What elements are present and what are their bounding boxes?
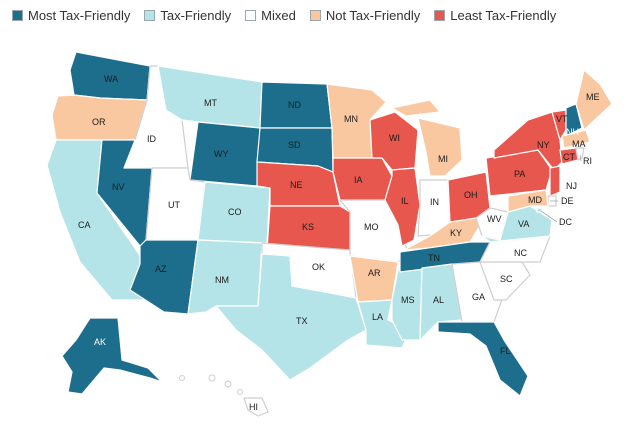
state-label-mi: MI [438, 154, 448, 164]
state-label-ak: AK [94, 337, 106, 347]
state-label-sc: SC [500, 274, 513, 284]
legend-label: Most Tax-Friendly [28, 8, 131, 23]
state-label-wi: WI [389, 133, 400, 143]
legend-swatch [309, 10, 321, 21]
state-label-ne: NE [290, 180, 303, 190]
state-il[interactable] [384, 167, 421, 247]
state-ak[interactable] [61, 317, 163, 395]
state-label-ms: MS [401, 295, 415, 305]
state-label-ga: GA [472, 292, 485, 302]
legend-swatch [434, 10, 446, 21]
legend-swatch [245, 10, 257, 21]
leader-line-dc [540, 210, 558, 223]
legend: Most Tax-Friendly Tax-Friendly Mixed Not… [12, 8, 570, 23]
state-nj[interactable] [549, 165, 561, 197]
state-label-mn: MN [344, 114, 358, 124]
leader-line-ri [579, 154, 582, 162]
state-label-ny: NY [537, 140, 550, 150]
state-label-vt: VT [556, 114, 568, 124]
legend-label: Tax-Friendly [160, 8, 232, 23]
state-label-ut: UT [168, 200, 180, 210]
state-label-nm: NM [215, 275, 229, 285]
state-label-oh: OH [464, 190, 478, 200]
legend-item-not-tax-friendly: Not Tax-Friendly [309, 8, 421, 23]
state-label-ia: IA [354, 175, 363, 185]
hawaii-island [208, 374, 216, 382]
state-label-va: VA [518, 219, 529, 229]
state-label-az: AZ [155, 264, 167, 274]
state-label-wv: WV [487, 214, 502, 224]
state-label-ca: CA [78, 220, 91, 230]
state-label-tn: TN [428, 253, 440, 263]
state-label-sd: SD [288, 140, 301, 150]
state-label-in: IN [430, 197, 439, 207]
state-label-ar: AR [368, 268, 381, 278]
state-label-al: AL [433, 295, 444, 305]
state-label-id: ID [147, 134, 157, 144]
state-label-fl: FL [500, 346, 511, 356]
state-label-tx: TX [296, 316, 308, 326]
state-label-ky: KY [450, 228, 462, 238]
legend-swatch [12, 10, 23, 21]
state-ar[interactable] [349, 255, 399, 303]
state-label-nd: ND [288, 100, 301, 110]
legend-label: Not Tax-Friendly [325, 8, 421, 23]
state-label-nv: NV [112, 182, 125, 192]
state-label-ok: OK [312, 262, 325, 272]
state-label-de: DE [561, 196, 574, 206]
legend-item-most-tax-friendly: Most Tax-Friendly [12, 8, 130, 23]
state-label-md: MD [528, 195, 542, 205]
state-label-ma: MA [572, 139, 586, 149]
state-label-hi: HI [249, 402, 258, 412]
state-label-co: CO [228, 207, 242, 217]
legend-swatch [144, 10, 156, 21]
state-label-ri: RI [583, 156, 592, 166]
legend-label: Least Tax-Friendly [450, 8, 557, 23]
state-label-nc: NC [514, 248, 527, 258]
state-hi[interactable] [243, 397, 269, 417]
state-label-mt: MT [204, 98, 217, 108]
hawaii-island [224, 380, 232, 388]
state-label-or: OR [92, 117, 106, 127]
state-label-nj: NJ [566, 181, 577, 191]
legend-item-least-tax-friendly: Least Tax-Friendly [434, 8, 556, 23]
state-label-dc: DC [559, 217, 572, 227]
state-label-la: LA [372, 312, 383, 322]
hawaii-island [237, 389, 243, 395]
state-ri[interactable] [575, 147, 585, 161]
legend-label: Mixed [261, 8, 296, 23]
state-label-me: ME [586, 92, 600, 102]
state-label-il: IL [401, 196, 409, 206]
state-va[interactable] [481, 205, 553, 243]
state-az[interactable] [129, 239, 199, 315]
state-fl[interactable] [437, 321, 529, 397]
state-label-pa: PA [514, 169, 525, 179]
hawaii-island [179, 375, 185, 381]
state-label-mo: MO [364, 222, 379, 232]
legend-item-tax-friendly: Tax-Friendly [144, 8, 231, 23]
state-label-ct: CT [563, 152, 575, 162]
state-label-wy: WY [214, 149, 229, 159]
state-ma[interactable] [561, 129, 591, 149]
state-label-nh: NH [566, 127, 579, 137]
state-md[interactable] [507, 189, 549, 213]
state-me[interactable] [575, 69, 613, 131]
legend-item-mixed: Mixed [245, 8, 296, 23]
state-label-ks: KS [302, 222, 314, 232]
state-tx[interactable] [215, 253, 367, 381]
state-label-wa: WA [104, 74, 118, 84]
state-mi[interactable] [391, 99, 463, 177]
